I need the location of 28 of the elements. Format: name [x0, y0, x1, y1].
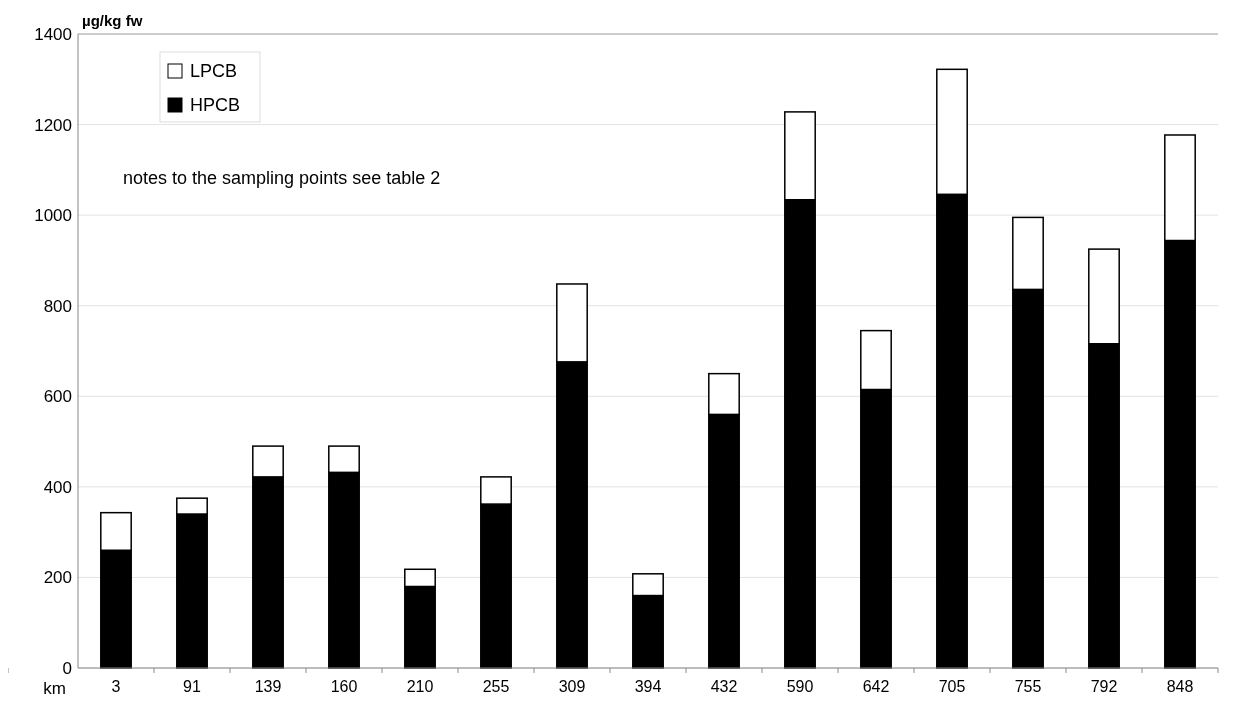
x-tick-label: 160 [330, 678, 358, 695]
legend-label: HPCB [190, 95, 241, 116]
y-tick-label: 200 [43, 568, 72, 588]
y-tick-label: 1200 [34, 115, 72, 135]
x-tick-label: 3 [111, 678, 121, 695]
x-tick-label: 590 [786, 678, 814, 695]
x-axis-title: km [43, 679, 66, 698]
x-tick-label: 792 [1090, 678, 1118, 695]
legend-label: LPCB [190, 61, 238, 82]
y-tick-label: 0 [62, 658, 72, 678]
y-tick-label: 1000 [34, 206, 72, 226]
y-axis-title: µg/kg fw [82, 12, 143, 29]
x-tick-label: 309 [558, 678, 586, 695]
annotation: notes to the sampling points see table 2 [123, 168, 441, 188]
y-tick-label: 1400 [34, 24, 72, 44]
x-tick-label: 91 [183, 678, 201, 695]
x-tick-label: 139 [254, 678, 282, 695]
y-tick-label: 400 [43, 477, 72, 497]
x-tick-label: 432 [710, 678, 738, 695]
x-tick-label: 394 [634, 678, 662, 695]
y-tick-label: 800 [43, 296, 72, 316]
x-tick-label: 848 [1166, 678, 1194, 695]
x-tick-label: 755 [1014, 678, 1042, 695]
x-tick-label: 255 [482, 678, 510, 695]
x-tick-label: 642 [862, 678, 890, 695]
x-tick-label: 705 [938, 678, 966, 695]
x-tick-label: 210 [406, 678, 434, 695]
y-tick-label: 600 [43, 387, 72, 407]
